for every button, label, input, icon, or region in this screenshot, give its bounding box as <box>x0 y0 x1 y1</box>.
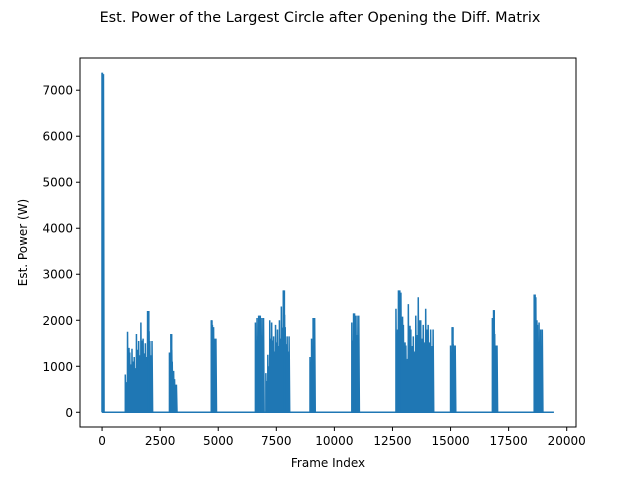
series-burst-path <box>265 290 291 414</box>
x-axis-ticks: 0 2500 5000 7500 10000 12500 15000 17500 20000 <box>98 427 586 448</box>
chart-title: Est. Power of the Largest Circle after O… <box>100 10 541 26</box>
y-tick-label: 2000 <box>42 314 73 328</box>
plot-frame <box>79 57 577 428</box>
plot-layer <box>101 72 554 414</box>
y-tick-label: 1000 <box>42 360 73 374</box>
y-tick-label: 0 <box>65 406 73 420</box>
y-tick-label: 4000 <box>42 222 73 236</box>
series-burst <box>124 311 154 414</box>
y-tick-label: 7000 <box>42 84 73 98</box>
series-burst <box>533 294 544 414</box>
x-tick-label: 12500 <box>373 434 411 448</box>
series-burst <box>395 290 435 414</box>
series-burst-path <box>395 290 435 414</box>
series-burst <box>168 334 178 414</box>
x-tick-label: 2500 <box>145 434 176 448</box>
series-burst-path <box>351 313 361 414</box>
series-burst <box>265 290 291 414</box>
series-burst <box>491 310 499 414</box>
x-tick-label: 20000 <box>548 434 586 448</box>
y-tick-label: 5000 <box>42 176 73 190</box>
x-axis-label: Frame Index <box>291 456 365 470</box>
series-burst <box>449 327 457 414</box>
series-burst <box>101 72 105 414</box>
x-tick-label: 0 <box>98 434 106 448</box>
x-tick-label: 17500 <box>490 434 528 448</box>
y-tick-label: 6000 <box>42 130 73 144</box>
y-axis-label: Est. Power (W) <box>16 199 30 287</box>
y-axis-ticks: 0 1000 2000 3000 4000 5000 6000 7000 <box>42 84 80 420</box>
series-burst <box>351 313 361 414</box>
x-tick-label: 15000 <box>431 434 469 448</box>
x-tick-label: 5000 <box>203 434 234 448</box>
series-burst <box>210 320 218 414</box>
x-tick-label: 7500 <box>261 434 292 448</box>
series-burst <box>254 315 265 414</box>
y-tick-label: 3000 <box>42 268 73 282</box>
series-burst <box>309 317 316 414</box>
x-tick-label: 10000 <box>315 434 353 448</box>
